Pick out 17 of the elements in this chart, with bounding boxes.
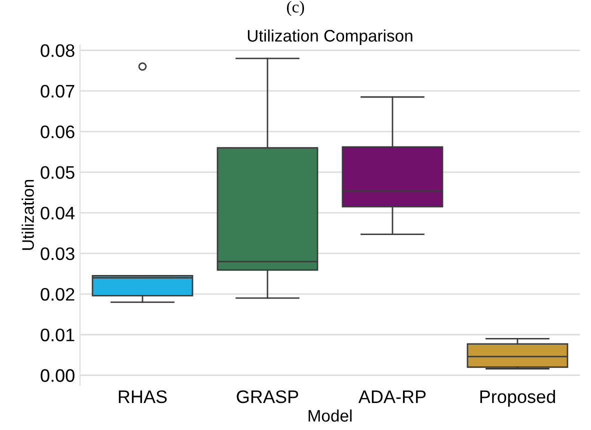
- y-axis-title: Utilization: [22, 180, 34, 250]
- y-tick-label: 0.01: [40, 328, 74, 342]
- y-tick-label: 0.06: [40, 125, 74, 138]
- y-tick-label: 0.07: [40, 84, 74, 98]
- text: (c): [286, 0, 304, 16]
- y-tick-label: 0.03: [40, 247, 74, 260]
- x-tick-label: GRASP: [236, 390, 298, 404]
- x-tick-label: Proposed: [480, 390, 555, 407]
- x-tick-label: ADA-RP: [358, 390, 426, 403]
- y-tick-label: 0.02: [40, 288, 74, 301]
- x-axis-title: Model: [308, 409, 352, 422]
- y-tick-label: 0.05: [40, 166, 74, 179]
- x-tick-label: RHAS: [118, 390, 167, 404]
- y-tick-label: 0.04: [40, 206, 75, 220]
- y-tick-label: 0.00: [40, 369, 74, 382]
- y-tick-label: 0.08: [40, 44, 74, 57]
- chart-title: Utilization Comparison: [248, 29, 412, 45]
